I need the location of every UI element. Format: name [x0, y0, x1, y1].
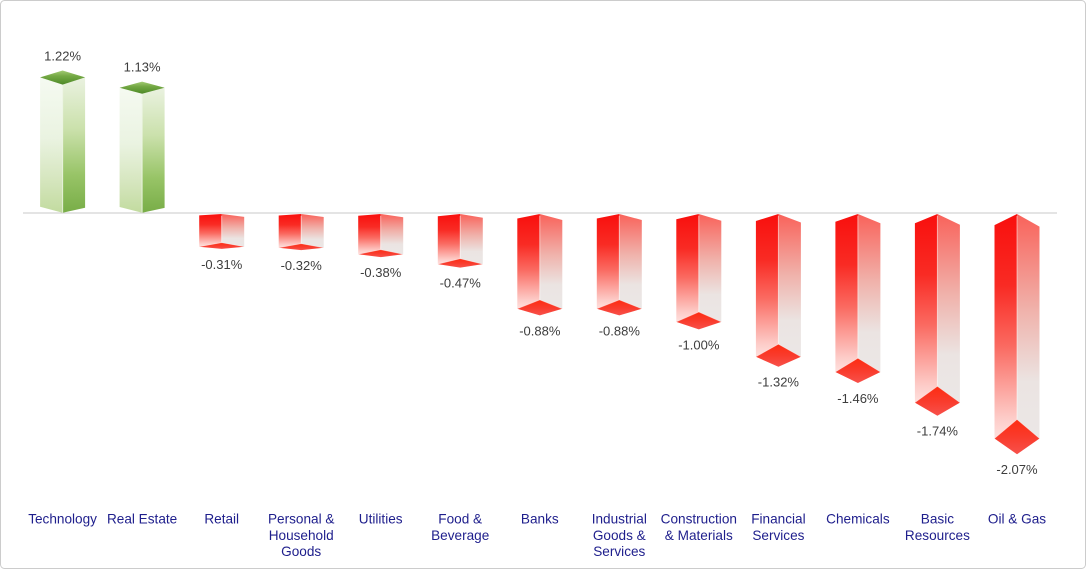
svg-text:-0.38%: -0.38%	[360, 265, 402, 280]
svg-text:Real Estate: Real Estate	[107, 512, 177, 527]
svg-text:Banks: Banks	[521, 512, 559, 527]
svg-text:1.22%: 1.22%	[44, 49, 81, 64]
svg-text:Construction& Materials: Construction & Materials	[661, 512, 737, 543]
svg-text:-1.00%: -1.00%	[678, 337, 720, 352]
svg-text:Technology: Technology	[28, 512, 97, 527]
svg-text:Chemicals: Chemicals	[826, 512, 890, 527]
svg-text:-0.88%: -0.88%	[599, 323, 641, 338]
svg-text:Food &Beverage: Food & Beverage	[431, 512, 489, 543]
svg-text:Oil & Gas: Oil & Gas	[988, 512, 1046, 527]
svg-text:-1.74%: -1.74%	[917, 424, 959, 439]
svg-text:-2.07%: -2.07%	[996, 462, 1038, 477]
svg-text:-0.47%: -0.47%	[440, 276, 482, 291]
svg-text:-1.46%: -1.46%	[837, 391, 879, 406]
svg-text:-0.32%: -0.32%	[281, 258, 323, 273]
svg-text:-0.31%: -0.31%	[201, 257, 243, 272]
svg-text:Retail: Retail	[204, 512, 239, 527]
svg-text:-1.32%: -1.32%	[758, 375, 800, 390]
svg-text:-0.88%: -0.88%	[519, 323, 561, 338]
svg-text:1.13%: 1.13%	[124, 60, 161, 75]
svg-text:Utilities: Utilities	[359, 512, 403, 527]
